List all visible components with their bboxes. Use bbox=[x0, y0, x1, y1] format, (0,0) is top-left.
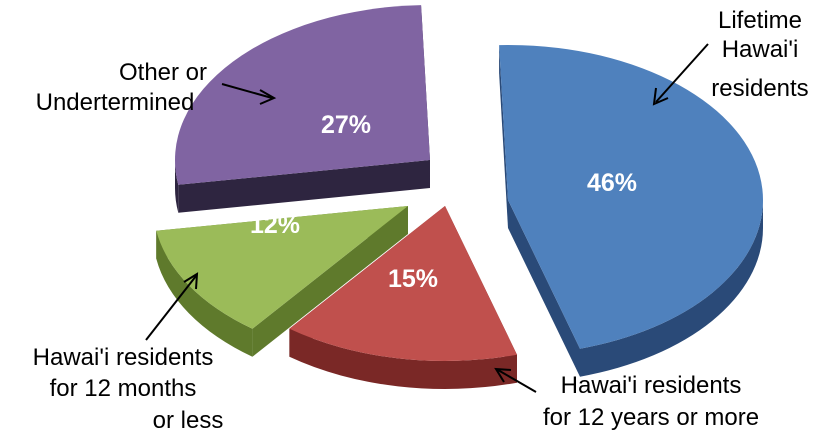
slice-side-face bbox=[252, 206, 408, 357]
label-line: Hawai'i residents bbox=[33, 344, 214, 371]
data-label-other: 27% bbox=[321, 111, 371, 139]
category-label-lifetime: Lifetime Hawai'i residents bbox=[711, 7, 808, 102]
slice-top-face bbox=[289, 206, 517, 361]
label-line: Other or bbox=[119, 59, 207, 86]
slice-side-face bbox=[508, 200, 580, 377]
slice-side-face bbox=[178, 160, 430, 213]
data-label-lifetime: 46% bbox=[587, 169, 637, 197]
pie-slice bbox=[175, 5, 430, 213]
slice-side-face bbox=[499, 45, 508, 228]
slice-rim bbox=[156, 230, 253, 357]
category-label-twelve-years: Hawai'i residents for 12 years or more bbox=[543, 372, 759, 431]
leader-arrow-lifetime bbox=[652, 43, 709, 106]
label-line: Lifetime bbox=[718, 7, 802, 34]
pie-slices bbox=[156, 5, 763, 389]
leader-arrow-twelve-years bbox=[494, 367, 537, 393]
label-line: for 12 months bbox=[50, 375, 197, 402]
slice-rim bbox=[579, 200, 763, 377]
pie-slice bbox=[156, 206, 408, 357]
category-label-twelve-months: Hawai'i residents for 12 months or less bbox=[33, 344, 224, 434]
label-line: residents bbox=[711, 75, 808, 102]
slice-rim bbox=[175, 160, 179, 213]
slice-top-face bbox=[175, 5, 430, 185]
label-line: Hawai'i bbox=[722, 36, 799, 63]
label-line: or less bbox=[153, 407, 224, 434]
data-label-twelve-years: 15% bbox=[388, 265, 438, 293]
slice-top-face bbox=[499, 45, 763, 349]
label-line: Hawai'i residents bbox=[561, 372, 742, 399]
pie-slice bbox=[499, 45, 763, 377]
leader-arrow-other bbox=[221, 83, 277, 105]
label-line: Undertermined bbox=[36, 89, 195, 116]
pie-slice bbox=[289, 206, 517, 389]
category-label-other: Other or Undertermined bbox=[36, 59, 207, 116]
slice-rim bbox=[289, 328, 517, 389]
leader-arrow-twelve-months bbox=[145, 272, 199, 341]
data-label-twelve-months: 12% bbox=[250, 211, 300, 239]
label-line: for 12 years or more bbox=[543, 404, 759, 431]
slice-top-face bbox=[156, 206, 408, 329]
